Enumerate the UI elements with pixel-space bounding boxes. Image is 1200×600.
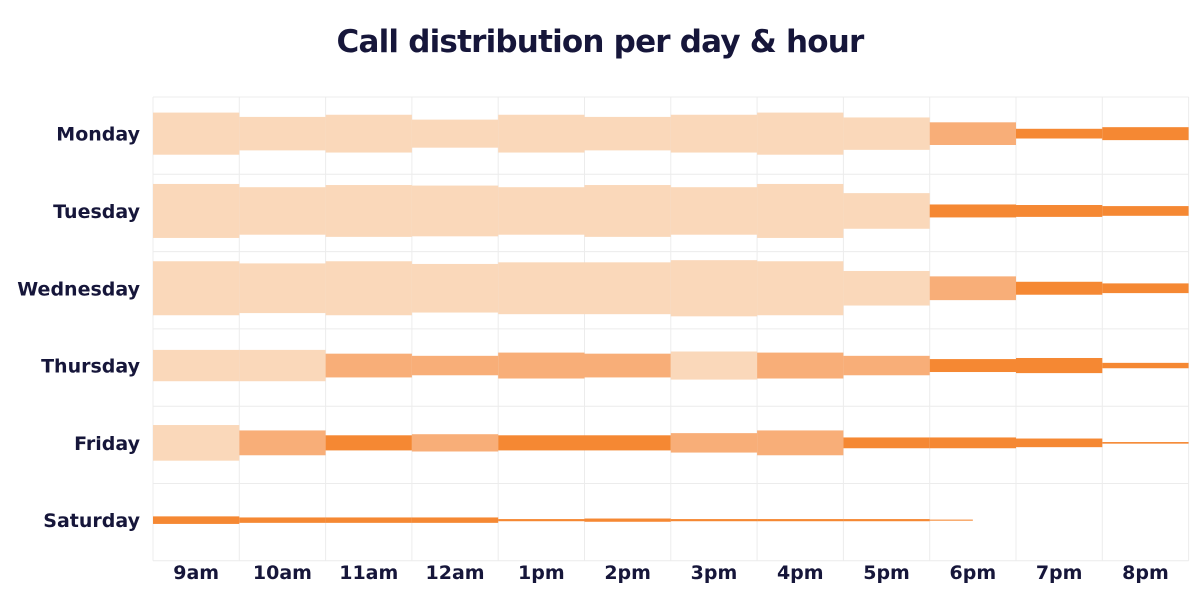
- band-wednesday-11am: [325, 261, 412, 316]
- day-label-wednesday: Wednesday: [17, 278, 140, 300]
- day-label-friday: Friday: [74, 433, 140, 455]
- band-tuesday-5pm: [843, 193, 930, 229]
- band-monday-7pm: [1016, 128, 1103, 139]
- day-label-tuesday: Tuesday: [53, 201, 140, 223]
- band-wednesday-1pm: [498, 262, 585, 315]
- hour-label-1pm: 1pm: [518, 562, 565, 584]
- band-thursday-12am: [411, 355, 499, 376]
- band-thursday-5pm: [843, 355, 930, 376]
- day-label-thursday: Thursday: [41, 356, 141, 378]
- chart-title: Call distribution per day & hour: [336, 24, 865, 60]
- band-saturday-4pm: [757, 519, 844, 522]
- band-saturday-6pm: [929, 519, 973, 521]
- band-monday-12am: [411, 119, 499, 148]
- band-friday-9am: [153, 425, 240, 461]
- band-friday-4pm: [757, 430, 844, 456]
- band-tuesday-2pm: [584, 185, 671, 237]
- band-thursday-10am: [239, 349, 326, 382]
- band-wednesday-7pm: [1016, 281, 1103, 295]
- band-saturday-11am: [325, 517, 412, 523]
- band-saturday-1pm: [498, 519, 585, 522]
- band-monday-1pm: [498, 114, 585, 153]
- band-thursday-1pm: [498, 352, 585, 379]
- band-friday-6pm: [929, 437, 1016, 449]
- band-friday-8pm: [1102, 442, 1189, 444]
- band-friday-10am: [239, 430, 326, 456]
- band-friday-1pm: [498, 435, 585, 451]
- grid: [152, 96, 1190, 562]
- band-thursday-2pm: [584, 353, 671, 378]
- band-friday-2pm: [584, 435, 671, 451]
- hour-label-7pm: 7pm: [1036, 562, 1083, 584]
- band-tuesday-12am: [411, 185, 499, 237]
- band-thursday-8pm: [1102, 362, 1189, 369]
- band-tuesday-9am: [153, 183, 240, 238]
- band-wednesday-2pm: [584, 262, 671, 315]
- band-thursday-4pm: [757, 352, 844, 379]
- band-wednesday-9am: [153, 261, 240, 316]
- band-tuesday-3pm: [670, 187, 758, 235]
- band-monday-4pm: [757, 112, 844, 155]
- band-monday-10am: [239, 116, 326, 151]
- band-thursday-6pm: [929, 359, 1016, 373]
- band-saturday-12am: [411, 517, 499, 523]
- band-wednesday-4pm: [757, 261, 844, 316]
- band-wednesday-5pm: [843, 270, 930, 306]
- band-wednesday-12am: [411, 263, 499, 313]
- band-friday-5pm: [843, 437, 930, 449]
- band-wednesday-6pm: [929, 276, 1016, 301]
- bands: [153, 112, 1189, 524]
- band-saturday-9am: [153, 516, 240, 524]
- band-monday-5pm: [843, 117, 930, 150]
- band-wednesday-3pm: [670, 260, 758, 317]
- band-tuesday-4pm: [757, 183, 844, 238]
- band-thursday-11am: [325, 353, 412, 378]
- band-wednesday-10am: [239, 263, 326, 314]
- band-monday-11am: [325, 114, 412, 153]
- band-friday-11am: [325, 435, 412, 451]
- band-saturday-10am: [239, 517, 326, 523]
- band-friday-3pm: [670, 433, 758, 453]
- band-saturday-5pm: [843, 519, 930, 522]
- hour-label-12am: 12am: [426, 562, 485, 584]
- band-saturday-3pm: [670, 519, 758, 522]
- hour-label-4pm: 4pm: [777, 562, 824, 584]
- labels: Monday Tuesday Wednesday Thursday Friday Satu…: [17, 124, 1168, 584]
- band-friday-7pm: [1016, 438, 1103, 448]
- band-tuesday-1pm: [498, 187, 585, 235]
- band-tuesday-11am: [325, 185, 412, 237]
- band-tuesday-10am: [239, 187, 326, 235]
- day-label-saturday: Saturday: [43, 510, 140, 532]
- band-friday-12am: [411, 434, 499, 452]
- band-monday-2pm: [584, 116, 671, 151]
- band-monday-6pm: [929, 122, 1016, 145]
- band-monday-3pm: [670, 114, 758, 153]
- hour-label-8pm: 8pm: [1122, 562, 1169, 584]
- band-monday-8pm: [1102, 127, 1189, 141]
- hour-label-6pm: 6pm: [950, 562, 997, 584]
- hour-label-11am: 11am: [339, 562, 398, 584]
- hour-label-3pm: 3pm: [691, 562, 738, 584]
- band-thursday-9am: [153, 349, 240, 382]
- band-tuesday-8pm: [1102, 206, 1189, 216]
- band-wednesday-8pm: [1102, 283, 1189, 294]
- day-label-monday: Monday: [56, 124, 140, 146]
- band-thursday-3pm: [670, 351, 758, 380]
- band-monday-9am: [153, 112, 240, 155]
- hour-label-9am: 9am: [173, 562, 219, 584]
- band-tuesday-7pm: [1016, 205, 1103, 217]
- hour-label-10am: 10am: [253, 562, 312, 584]
- band-saturday-2pm: [584, 518, 671, 522]
- band-thursday-7pm: [1016, 357, 1103, 374]
- band-tuesday-6pm: [929, 204, 1016, 218]
- hour-label-5pm: 5pm: [863, 562, 910, 584]
- hour-label-2pm: 2pm: [604, 562, 651, 584]
